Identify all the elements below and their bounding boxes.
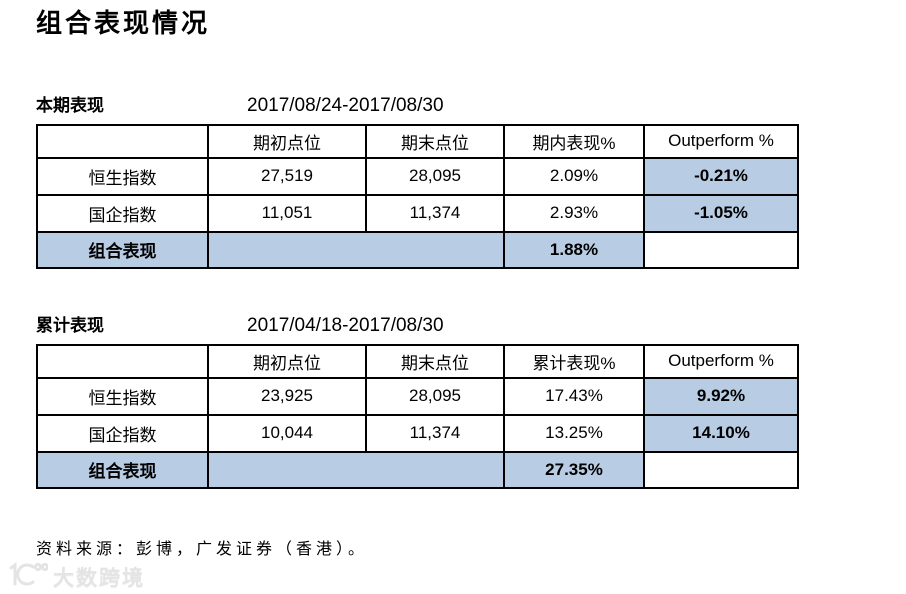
hscei-start-value: 10,044	[207, 413, 367, 453]
hscei-outperform-value: 14.10%	[643, 413, 799, 453]
cumulative-performance-section: 累计表现 2017/04/18-2017/08/30 期初点位 期末点位 累计表…	[36, 311, 906, 489]
summary-outperform-empty-cell	[643, 450, 799, 489]
hsi-perf-value: 17.43%	[503, 376, 645, 416]
table-row-hscei: 国企指数 11,051 11,374 2.93% -1.05%	[36, 193, 799, 233]
summary-outperform-empty-cell	[643, 230, 799, 269]
row-label-hscei: 国企指数	[36, 413, 209, 453]
source-note: 资料来源：彭博，广发证券（香港）。	[36, 538, 369, 558]
table-row-portfolio-summary: 组合表现 1.88%	[36, 230, 799, 269]
summary-spacer-cell	[207, 450, 505, 489]
header-cell-blank	[36, 123, 209, 159]
hsi-outperform-value: 9.92%	[643, 376, 799, 416]
header-cell-period-end: 期末点位	[365, 343, 505, 379]
date-range-cumulative: 2017/04/18-2017/08/30	[247, 314, 444, 336]
watermark-text: 大数跨境	[53, 566, 145, 590]
section-label-current-period: 本期表现	[36, 95, 104, 115]
hscei-perf-value: 2.93%	[503, 193, 645, 233]
summary-perf-value: 27.35%	[503, 450, 645, 489]
hsi-start-value: 27,519	[207, 156, 367, 196]
table-row-hsi: 恒生指数 23,925 28,095 17.43% 9.92%	[36, 376, 799, 416]
hscei-end-value: 11,374	[365, 413, 505, 453]
summary-label: 组合表现	[36, 230, 209, 269]
header-cell-outperform: Outperform %	[643, 123, 799, 159]
row-label-hsi: 恒生指数	[36, 376, 209, 416]
table-row-hsi: 恒生指数 27,519 28,095 2.09% -0.21%	[36, 156, 799, 196]
period-performance-section: 本期表现 2017/08/24-2017/08/30 期初点位 期末点位 期内表…	[36, 91, 906, 269]
summary-perf-value: 1.88%	[503, 230, 645, 269]
section-header: 本期表现 2017/08/24-2017/08/30	[36, 91, 906, 117]
hsi-start-value: 23,925	[207, 376, 367, 416]
hsi-outperform-value: -0.21%	[643, 156, 799, 196]
hscei-end-value: 11,374	[365, 193, 505, 233]
header-cell-outperform: Outperform %	[643, 343, 799, 379]
header-cell-blank	[36, 343, 209, 379]
header-cell-period-perf: 期内表现%	[503, 123, 645, 159]
date-range-current-period: 2017/08/24-2017/08/30	[247, 94, 444, 116]
section-label-cumulative: 累计表现	[36, 315, 104, 335]
watermark: 大数跨境	[6, 561, 145, 592]
section-header: 累计表现 2017/04/18-2017/08/30	[36, 311, 906, 337]
header-cell-period-start: 期初点位	[207, 123, 367, 159]
watermark-logo-icon	[6, 561, 50, 592]
header-cell-cumulative-perf: 累计表现%	[503, 343, 645, 379]
summary-label: 组合表现	[36, 450, 209, 489]
table-row-hscei: 国企指数 10,044 11,374 13.25% 14.10%	[36, 413, 799, 453]
summary-spacer-cell	[207, 230, 505, 269]
hscei-start-value: 11,051	[207, 193, 367, 233]
report-page: 组合表现情况 本期表现 2017/08/24-2017/08/30 期初点位 期…	[0, 10, 906, 559]
table-header-row: 期初点位 期末点位 期内表现% Outperform %	[36, 123, 799, 159]
row-label-hsi: 恒生指数	[36, 156, 209, 196]
hsi-end-value: 28,095	[365, 376, 505, 416]
table-header-row: 期初点位 期末点位 累计表现% Outperform %	[36, 343, 799, 379]
row-label-hscei: 国企指数	[36, 193, 209, 233]
cumulative-performance-table: 期初点位 期末点位 累计表现% Outperform % 恒生指数 23,925…	[36, 343, 799, 489]
table-row-portfolio-summary: 组合表现 27.35%	[36, 450, 799, 489]
hscei-perf-value: 13.25%	[503, 413, 645, 453]
hsi-perf-value: 2.09%	[503, 156, 645, 196]
hscei-outperform-value: -1.05%	[643, 193, 799, 233]
header-cell-period-end: 期末点位	[365, 123, 505, 159]
page-title: 组合表现情况	[36, 9, 211, 39]
header-cell-period-start: 期初点位	[207, 343, 367, 379]
hsi-end-value: 28,095	[365, 156, 505, 196]
period-performance-table: 期初点位 期末点位 期内表现% Outperform % 恒生指数 27,519…	[36, 123, 799, 269]
